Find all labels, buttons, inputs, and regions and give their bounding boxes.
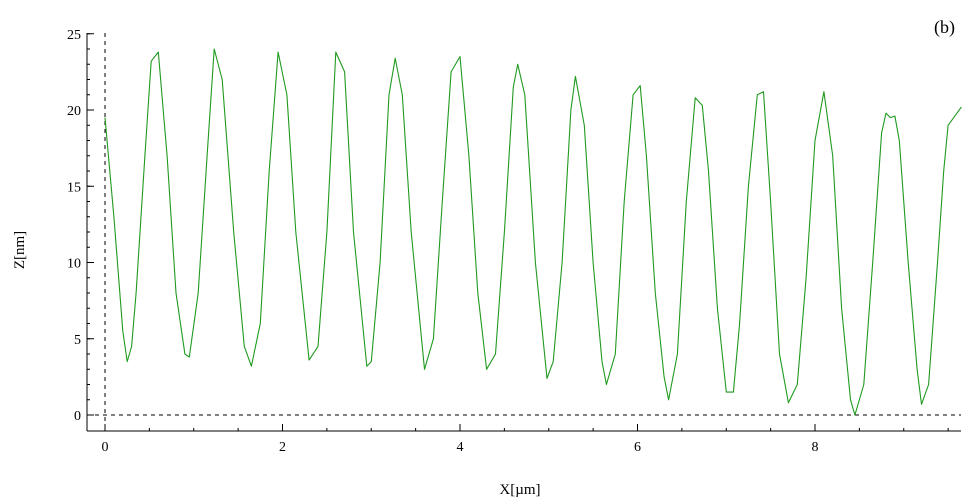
y-tick-label: 25 xyxy=(67,28,81,43)
x-axis-label: X[µm] xyxy=(499,482,540,498)
y-tick-label: 20 xyxy=(67,104,81,119)
x-tick-label: 0 xyxy=(102,440,109,455)
x-tick-label: 2 xyxy=(279,440,286,455)
y-tick-label: 5 xyxy=(74,333,81,348)
panel-label: (b) xyxy=(934,17,955,38)
y-axis-label: Z[nm] xyxy=(12,231,28,269)
series-group xyxy=(104,48,962,416)
x-tick-label: 8 xyxy=(812,440,819,455)
series-line-1 xyxy=(104,48,962,416)
tick-labels: 0 5 10 15 20 25 0 2 4 6 8 xyxy=(67,28,819,455)
y-tick-label: 0 xyxy=(74,409,81,424)
y-tick-label: 10 xyxy=(67,257,81,272)
x-tick-label: 4 xyxy=(457,440,464,455)
x-tick-label: 6 xyxy=(634,440,641,455)
y-tick-label: 15 xyxy=(67,180,81,195)
ticks xyxy=(87,33,949,431)
reference-lines xyxy=(87,33,961,431)
